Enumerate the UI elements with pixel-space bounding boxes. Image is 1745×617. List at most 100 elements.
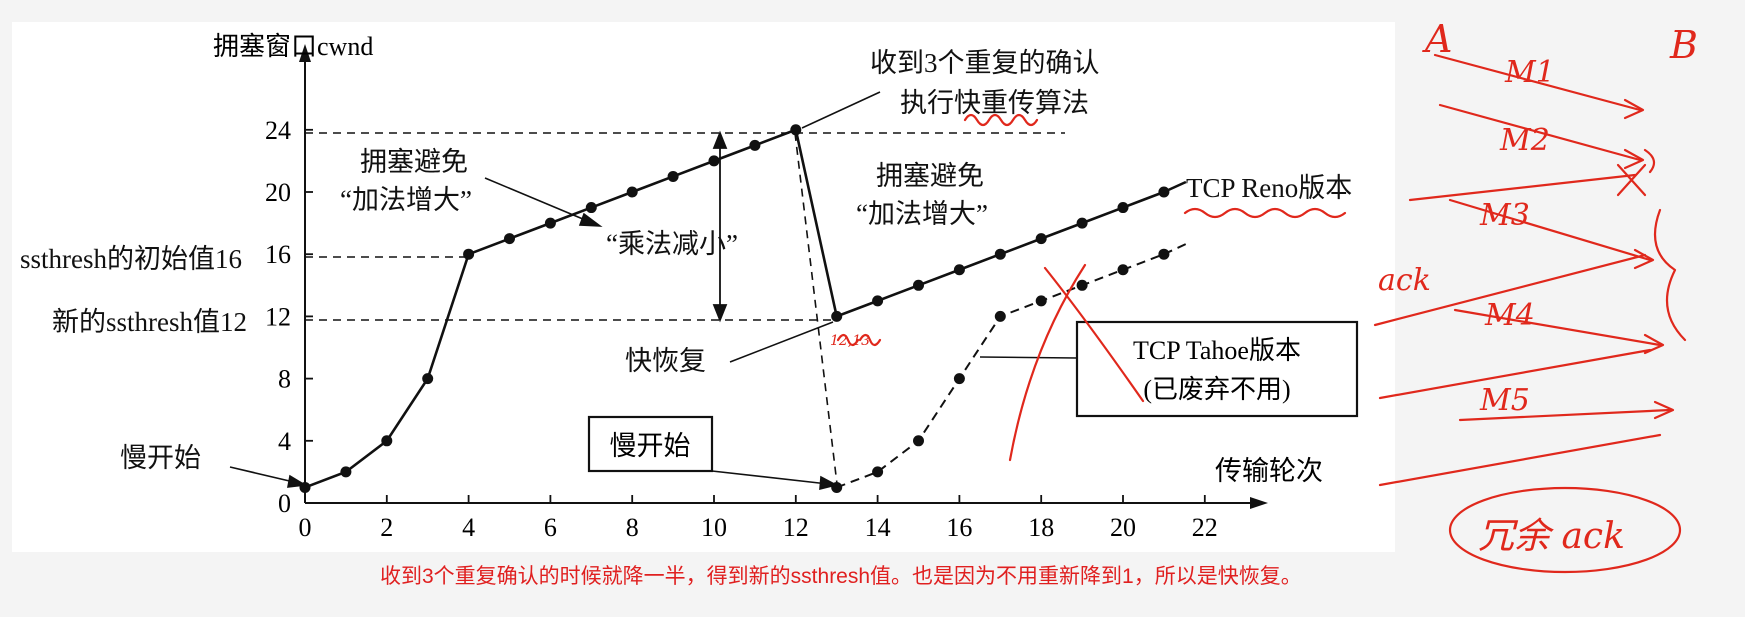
fast-recovery-label: 快恢复 [625,346,706,376]
reno-point [790,124,802,136]
handwritten-squiggle-right [1653,208,1687,342]
handwritten-cross-1 [1008,263,1087,462]
tahoe-box [1075,320,1359,418]
y-tick-label: 20 [265,178,291,207]
x-tick-label: 2 [380,513,393,542]
x-tick-label: 0 [299,513,312,542]
dup-ack-leader [801,91,881,129]
reno-tail [1163,180,1187,194]
handwritten-annotations [836,53,1687,574]
reno-point [544,217,556,229]
handwritten-underline-reno [1183,207,1347,219]
handwritten-arrow-m4 [1453,308,1662,347]
tahoe-leader-h [979,356,1078,359]
reno-point [953,264,965,276]
reno-point [831,310,843,322]
reno-point [381,435,393,447]
handwritten-arrowhead-m3 [1633,248,1655,270]
reno-point [340,466,352,478]
slow-start-left-arrowhead [287,474,308,488]
handwritten-ack-2 [1373,253,1647,327]
md-arrow-down [712,304,728,323]
tahoe-point [1035,295,1047,307]
reno-point [1117,202,1129,214]
handwritten-arrow-m1 [1433,53,1642,112]
x-tick-label: 12 [783,513,809,542]
multiplicative-decrease-label: “乘法减小” [606,229,738,259]
handwritten-m1: M1 [1504,55,1555,90]
tahoe-point [953,373,965,385]
y-axis-arrow [299,44,311,62]
reno-point [913,279,924,291]
handwritten-m2: M2 [1499,123,1550,158]
reno-point [1035,233,1047,245]
x-tick-label: 6 [544,513,557,542]
y-tick-label: 16 [265,240,291,269]
x-tick-label: 22 [1192,513,1218,542]
tahoe-point [872,466,884,478]
handwritten-m5: M5 [1479,383,1530,418]
reno-point [872,295,884,307]
ca1-arrowhead [578,212,603,227]
handwritten-ack: ack [1378,263,1431,298]
handwritten-m4: M4 [1484,298,1535,333]
handwritten-pencil-text: 12,13 [830,333,870,349]
handwritten-m3: M3 [1479,198,1530,233]
reno-point [749,139,761,151]
tahoe-box-line1: TCP Tahoe版本 [1133,336,1301,365]
y-tick-label: 8 [278,365,291,394]
tahoe-point [994,310,1006,322]
reno-point [667,170,679,182]
x-tick-label: 4 [462,513,475,542]
md-arrow-up [712,130,728,149]
handwritten-bottom-note: 冗余 ack [1478,516,1625,557]
tahoe-point [1076,279,1088,291]
reno-label: TCP Reno版本 [1186,173,1352,203]
ssthresh-new-label: 新的ssthresh值12 [52,307,247,337]
handwritten-pencil-marks [836,333,882,347]
tahoe-point [1158,248,1170,260]
handwritten-arrow-m2 [1438,103,1642,162]
y-tick-label: 12 [265,302,291,331]
reno-point [994,248,1006,260]
reno-point [422,373,434,385]
handwritten-cross-2 [1043,266,1145,403]
reno-point [463,248,475,260]
slow-start-box-label: 慢开始 [610,431,691,461]
handwritten-arrow-m3 [1448,198,1652,262]
handwritten-host-b: B [1669,23,1698,67]
handwritten-arrowhead-m5 [1653,400,1675,420]
reno-point [1076,217,1088,229]
x-tick-label: 10 [701,513,727,542]
reno-point [708,155,720,167]
tahoe-box-line2: (已废弃不用) [1143,375,1290,404]
slow-start-left-label: 慢开始 [120,443,201,473]
series-tahoe [831,241,1191,493]
handwritten-ack-1 [1408,173,1637,202]
y-axis-label: 拥塞窗口cwnd [213,32,373,61]
slow-start-box-leader [711,470,829,485]
y-tick-label: 24 [265,116,291,145]
ca1-leader [484,177,591,223]
handwritten-ack-4 [1378,433,1662,487]
tahoe-point [1117,264,1129,276]
tahoe-tail [1163,241,1191,256]
x-tick-label: 18 [1028,513,1054,542]
y-tick-label: 0 [278,489,291,518]
dup-ack-label-line2: 执行快重传算法 [900,88,1089,118]
handwritten-oval [1448,486,1682,574]
slow-start-left-leader [229,466,299,484]
slow-start-box [587,415,714,473]
slow-start-box-arrowhead [819,475,839,491]
x-tick-label: 14 [865,513,891,542]
congestion-avoidance-1-line1: 拥塞避免 [360,147,468,177]
congestion-avoidance-2-line1: 拥塞避免 [876,161,984,191]
figure-panel [12,22,1395,552]
series-reno [299,124,1187,493]
tahoe-point [913,435,924,447]
reno-point [504,233,515,245]
fast-recovery-leader [729,321,834,363]
dup-ack-label-line1: 收到3个重复的确认 [870,48,1100,78]
handwritten-x-m2-stroke-b [1616,163,1647,197]
